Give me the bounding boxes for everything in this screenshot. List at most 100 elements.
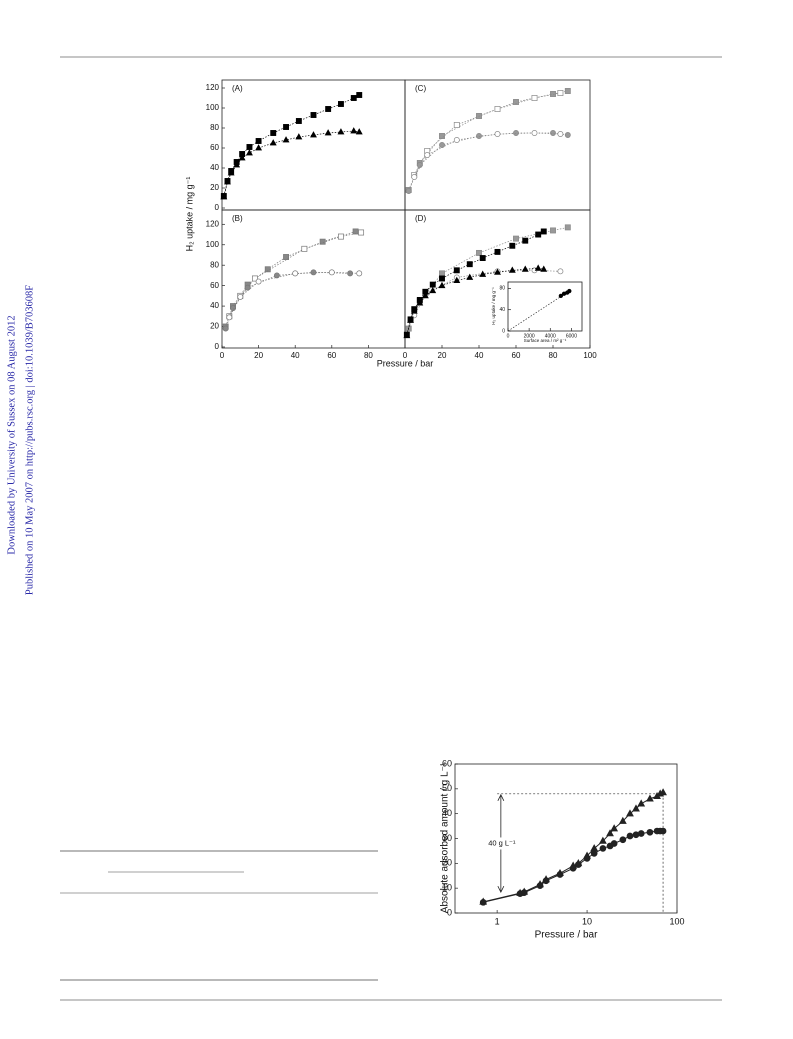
y-tick-label: 80 xyxy=(210,260,219,269)
marker-circle xyxy=(550,130,556,136)
marker-square xyxy=(270,130,277,136)
series-line xyxy=(408,132,568,192)
marker-square xyxy=(319,238,326,245)
marker-triangle xyxy=(407,316,415,323)
marker-circle xyxy=(494,131,501,137)
marker-square xyxy=(531,95,538,101)
marker-circle xyxy=(575,861,582,868)
marker-circle xyxy=(273,272,280,279)
y-tick-label: 0 xyxy=(215,342,220,351)
x-tick-label: 20 xyxy=(438,351,447,360)
marker-circle xyxy=(542,877,550,885)
marker-circle xyxy=(476,133,482,139)
y-tick-label: 40 xyxy=(210,163,219,172)
marker-square xyxy=(509,242,516,249)
marker-triangle xyxy=(610,824,619,832)
marker-circle xyxy=(610,840,618,847)
marker-square xyxy=(358,229,365,236)
series-line xyxy=(406,231,544,335)
x-tick-label: 6000 xyxy=(566,333,577,339)
marker-triangle xyxy=(626,809,634,817)
plot-frame xyxy=(507,281,583,332)
x-tick-label: 0 xyxy=(507,333,510,339)
series-line xyxy=(229,232,362,317)
marker-triangle xyxy=(220,193,228,200)
y-tick-label: 120 xyxy=(206,83,220,92)
marker-triangle xyxy=(590,844,599,852)
marker-square xyxy=(557,90,564,96)
marker-square xyxy=(513,99,519,105)
marker-square xyxy=(494,248,501,255)
marker-triangle xyxy=(429,286,437,294)
x-tick-label: 80 xyxy=(549,351,558,360)
series-line xyxy=(413,92,561,176)
marker-circle xyxy=(479,898,487,906)
y-tick-label: 120 xyxy=(206,219,220,228)
marker-triangle xyxy=(224,178,231,185)
y-tick-label: 100 xyxy=(206,103,220,112)
marker-square xyxy=(350,95,357,101)
y-tick-label: 20 xyxy=(210,183,219,192)
marker-square xyxy=(535,231,542,238)
marker-triangle xyxy=(355,128,363,135)
marker-circle xyxy=(520,889,528,896)
panel-label: (A) xyxy=(232,84,243,93)
marker-triangle xyxy=(438,281,446,289)
marker-circle xyxy=(536,882,544,890)
y-tick-label: 20 xyxy=(442,858,452,868)
series-line xyxy=(225,231,356,327)
marker-circle xyxy=(439,142,445,148)
panel-label: (D) xyxy=(415,214,426,223)
y-tick-label: 80 xyxy=(210,123,219,132)
marker-triangle xyxy=(245,149,253,156)
y-tick-label: 40 xyxy=(442,808,452,818)
marker-circle xyxy=(416,162,423,168)
marker-square xyxy=(439,133,445,139)
marker-circle xyxy=(292,270,299,277)
marker-square xyxy=(251,275,258,282)
marker-circle xyxy=(453,137,460,143)
sidebar-published: Published on 10 May 2007 on http://pubs.… xyxy=(24,285,35,595)
marker-circle xyxy=(557,131,564,137)
marker-square xyxy=(540,228,547,235)
marker-circle xyxy=(222,325,229,332)
marker-square xyxy=(338,101,344,107)
marker-circle xyxy=(356,270,363,277)
marker-circle xyxy=(646,828,654,836)
marker-square xyxy=(466,261,473,268)
marker-circle xyxy=(583,855,591,862)
x-tick-label: 100 xyxy=(583,351,597,360)
annotation: 40 g L⁻¹ xyxy=(488,838,516,847)
marker-square xyxy=(325,106,332,112)
marker-triangle xyxy=(255,144,263,151)
marker-circle xyxy=(310,269,317,276)
marker-circle xyxy=(531,130,538,136)
marker-triangle xyxy=(637,799,646,807)
y-tick-label: 20 xyxy=(210,322,219,331)
y-tick-label: 60 xyxy=(442,758,452,768)
plot-frame xyxy=(404,79,591,211)
y-tick-label: 10 xyxy=(442,883,452,893)
series-line xyxy=(225,272,351,329)
marker-square xyxy=(301,245,308,252)
y-tick-label: 60 xyxy=(210,281,219,290)
y-axis-label: H₂ uptake / mg g⁻¹ xyxy=(491,287,496,325)
y-tick-label: 0 xyxy=(447,907,452,917)
marker-circle xyxy=(255,278,262,285)
y-tick-label: 0 xyxy=(502,328,505,334)
marker-square xyxy=(564,224,571,231)
x-tick-label: 0 xyxy=(220,351,225,360)
marker-triangle xyxy=(646,794,654,802)
sidebar-download: Downloaded by University of Sussex on 08… xyxy=(6,315,17,554)
fit-line xyxy=(507,290,570,332)
marker-triangle xyxy=(632,804,640,812)
x-axis-label: Pressure / bar xyxy=(535,930,598,941)
y-axis-label: Absolute adsorbed amount / g L⁻¹ xyxy=(440,762,451,913)
series-line xyxy=(223,130,360,198)
marker-circle xyxy=(556,871,564,878)
x-tick-label: 40 xyxy=(291,351,300,360)
marker-circle xyxy=(659,827,667,835)
marker-square xyxy=(283,124,290,130)
x-tick-label: 0 xyxy=(403,351,408,360)
